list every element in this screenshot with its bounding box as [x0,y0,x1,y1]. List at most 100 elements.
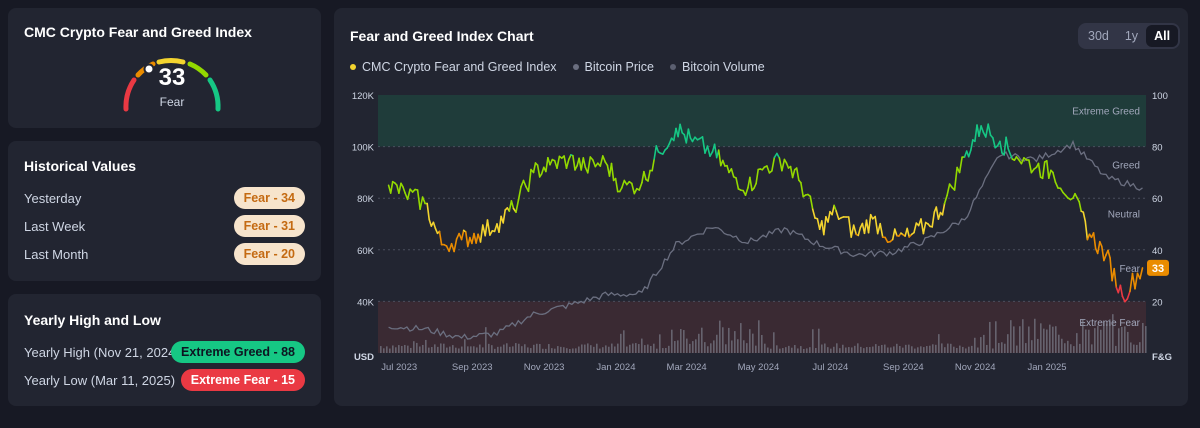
volume-bar [752,333,754,353]
fear-greed-segment [984,123,990,138]
volume-bar [875,344,877,353]
volume-bar [914,348,916,353]
fear-greed-segment [1007,148,1012,155]
volume-bar [758,320,760,353]
range-30d-button[interactable]: 30d [1088,29,1109,43]
volume-bar [575,348,577,353]
volume-bar [851,347,853,353]
volume-bar [458,348,460,353]
volume-bar [791,347,793,353]
volume-bar [392,345,394,353]
volume-bar [1112,314,1114,353]
volume-bar [998,342,1000,353]
volume-bar [551,348,553,353]
fear-greed-segment [565,158,570,169]
volume-bar [836,343,838,353]
volume-bar [968,346,970,353]
range-all-button[interactable]: All [1146,25,1179,47]
volume-bar [518,343,520,353]
volume-bar [773,332,775,353]
fear-greed-segment [406,188,411,201]
legend-item-price[interactable]: Bitcoin Price [572,60,654,74]
x-tick: Sep 2024 [883,362,924,373]
gauge-segment-neutral [156,58,186,65]
fear-greed-segment [536,164,541,178]
fear-greed-segment [467,236,471,248]
fear-greed-segment [1020,157,1025,165]
fear-greed-segment [992,137,997,149]
volume-bar [452,345,454,353]
fear-greed-segment [517,186,522,201]
volume-bar [563,347,565,353]
volume-bar [770,348,772,353]
fear-greed-segment [572,154,576,171]
volume-bar [857,343,859,353]
volume-bar [419,346,421,353]
volume-bar [1001,342,1003,353]
volume-bar [869,347,871,353]
volume-bar [917,347,919,353]
volume-bar [845,347,847,353]
fear-greed-segment [1119,284,1124,298]
volume-bar [827,347,829,353]
volume-bar [905,344,907,353]
volume-bar [1028,326,1030,353]
volume-bar [740,323,742,353]
volume-bar [647,344,649,353]
volume-bar [1130,342,1132,353]
legend-item-volume[interactable]: Bitcoin Volume [670,60,765,74]
volume-bar [938,334,940,353]
volume-bar [962,346,964,353]
hist-badge-last-week: Fear - 31 [233,215,305,237]
fear-greed-segment [1084,220,1089,241]
volume-bar [653,343,655,353]
volume-bar [746,343,748,353]
volume-bar [881,344,883,353]
volume-bar [782,348,784,353]
fear-greed-segment [1100,245,1105,262]
historical-values-card: Historical Values Yesterday Fear - 34 La… [8,141,321,281]
volume-bar [626,346,628,353]
legend-item-index[interactable]: CMC Crypto Fear and Greed Index [350,60,557,74]
fear-greed-segment [563,155,568,169]
volume-bar [719,320,721,353]
volume-bar [659,334,661,353]
fear-greed-segment [1092,232,1097,250]
fear-greed-segment [402,186,406,194]
fear-greed-segment [891,228,896,241]
fear-greed-segment [426,202,430,221]
volume-bar [935,344,937,353]
volume-bar [1064,343,1066,353]
extreme-greed-zone [378,95,1146,147]
volume-bar [572,348,574,353]
volume-bar [557,346,559,353]
fear-greed-segment [953,166,958,191]
fear-greed-segment [685,128,690,144]
fear-greed-segment [416,189,421,210]
x-tick: Jul 2024 [812,362,848,373]
fear-greed-segment [879,222,884,238]
volume-bar [1118,328,1120,353]
volume-bar [734,331,736,353]
y-left-tick: 80K [357,194,375,205]
volume-bar [500,346,502,353]
volume-bar [386,346,388,353]
volume-bar [479,344,481,353]
yearly-high-label: Yearly High [24,345,91,360]
hist-badge-yesterday: Fear - 34 [233,187,305,209]
fear-greed-segment [587,156,592,174]
fear-greed-segment [655,145,660,153]
fear-greed-segment [479,224,484,243]
fear-greed-segment [935,206,940,220]
volume-bar [581,344,583,353]
y-left-tick: 120K [352,91,375,102]
y-right-tick: 60 [1152,194,1163,205]
volume-bar [974,337,976,353]
volume-bar [476,347,478,353]
fear-greed-segment [1126,290,1131,300]
fear-greed-segment [776,152,781,159]
volume-bar [749,329,751,353]
range-1y-button[interactable]: 1y [1124,29,1139,43]
volume-bar [707,346,709,353]
y-right-tick: 20 [1152,297,1163,308]
